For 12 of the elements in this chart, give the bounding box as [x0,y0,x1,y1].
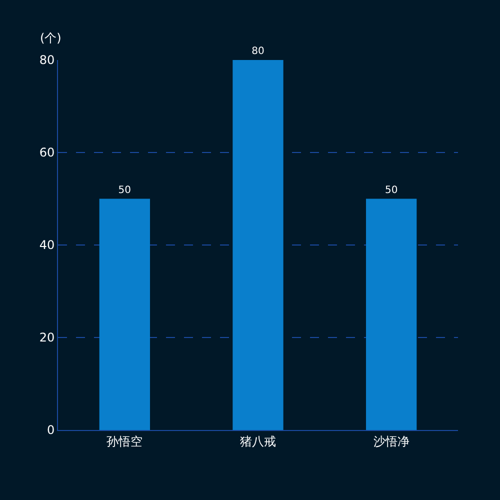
data-label: 80 [252,46,264,57]
data-label: 50 [118,184,132,196]
x-tick-label: 孙悟空 [106,434,143,448]
y-tick-label: 60 [39,146,55,160]
x-tick-label: 沙悟净 [373,434,410,448]
y-tick-label: 80 [39,53,55,68]
data-label: 50 [384,184,398,196]
x-tick-label: 猪八戒 [240,434,276,448]
y-tick-label: 0 [46,423,55,438]
y-axis-title: (个) [40,31,62,45]
y-tick-label: 40 [39,238,55,252]
y-tick-label: 20 [39,330,55,345]
